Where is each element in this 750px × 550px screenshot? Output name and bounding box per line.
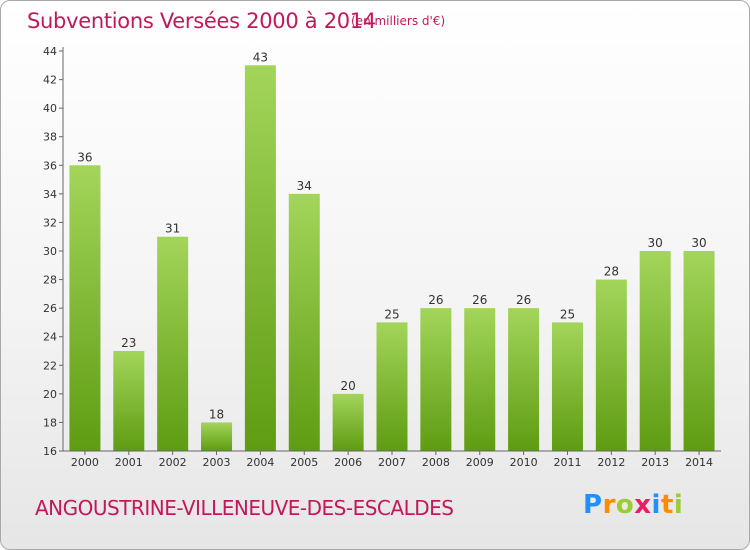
y-tick-label: 22 — [43, 359, 57, 372]
bar — [201, 422, 233, 451]
data-label: 26 — [516, 293, 531, 307]
bar — [113, 351, 145, 451]
data-label: 31 — [165, 222, 180, 236]
data-label: 23 — [121, 336, 136, 350]
x-tick-label: 2013 — [641, 456, 669, 469]
y-tick-label: 16 — [43, 445, 57, 458]
chart-title: Subventions Versées 2000 à 2014 — [27, 9, 376, 33]
bar — [376, 322, 408, 451]
y-tick-label: 36 — [43, 159, 57, 172]
data-label: 43 — [253, 50, 268, 64]
x-tick-label: 2003 — [203, 456, 231, 469]
x-axis: 2000 2001 2002 2003 2004 2005 2006 2007 2008 2009… — [63, 450, 721, 469]
data-label: 36 — [77, 150, 92, 164]
y-tick-label: 38 — [43, 131, 57, 144]
data-label: 20 — [340, 379, 355, 393]
x-tick-label: 2001 — [115, 456, 143, 469]
y-tick-label: 26 — [43, 302, 57, 315]
bar — [420, 308, 452, 451]
y-tick-label: 18 — [43, 416, 57, 429]
x-tick-label: 2004 — [246, 456, 274, 469]
data-label: 30 — [648, 236, 663, 250]
bar — [157, 236, 189, 451]
bar — [244, 65, 276, 452]
x-tick-label: 2008 — [422, 456, 450, 469]
x-tick-label: 2000 — [71, 456, 99, 469]
data-label: 18 — [209, 407, 224, 421]
bar — [288, 193, 320, 451]
commune-name: ANGOUSTRINE-VILLENEUVE-DES-ESCALDES — [35, 496, 454, 520]
bar — [595, 279, 627, 451]
x-tick-label: 2009 — [466, 456, 494, 469]
y-tick-label: 28 — [43, 274, 57, 287]
y-axis: 16 18 20 22 24 26 28 30 32 34 36 38 40 42 44 — [43, 45, 64, 458]
bar — [332, 393, 364, 451]
bar — [69, 165, 101, 452]
x-tick-label: 2010 — [510, 456, 538, 469]
x-tick-label: 2007 — [378, 456, 406, 469]
x-tick-label: 2014 — [685, 456, 713, 469]
bar — [508, 308, 540, 451]
bar — [464, 308, 496, 451]
y-tick-label: 40 — [43, 102, 57, 115]
data-label: 30 — [691, 236, 706, 250]
y-tick-label: 32 — [43, 216, 57, 229]
bar — [551, 322, 583, 451]
data-label: 26 — [428, 293, 443, 307]
x-tick-label: 2012 — [597, 456, 625, 469]
y-tick-label: 34 — [43, 188, 57, 201]
x-tick-label: 2005 — [290, 456, 318, 469]
x-tick-label: 2011 — [553, 456, 581, 469]
y-tick-label: 42 — [43, 74, 57, 87]
data-label: 34 — [297, 179, 312, 193]
bars: 36 23 31 18 43 34 20 25 26 26 26 25 28 30 30 — [69, 50, 715, 452]
data-label: 25 — [384, 307, 399, 321]
proxiti-logo[interactable]: Proxiti — [583, 490, 684, 520]
y-tick-label: 24 — [43, 331, 57, 344]
bar — [683, 251, 715, 451]
data-label: 26 — [472, 293, 487, 307]
x-tick-label: 2002 — [159, 456, 187, 469]
x-tick-label: 2006 — [334, 456, 362, 469]
y-tick-label: 20 — [43, 388, 57, 401]
data-label: 25 — [560, 307, 575, 321]
y-tick-label: 30 — [43, 245, 57, 258]
data-label: 28 — [604, 265, 619, 279]
y-tick-label: 44 — [43, 45, 57, 58]
bar — [639, 251, 671, 451]
chart-unit: (en milliers d'€) — [351, 14, 446, 28]
